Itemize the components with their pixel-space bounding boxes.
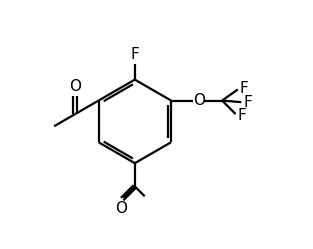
- Text: O: O: [194, 93, 206, 108]
- Text: F: F: [131, 47, 139, 62]
- Text: F: F: [244, 95, 252, 110]
- Text: O: O: [69, 79, 81, 94]
- Text: O: O: [115, 201, 127, 216]
- Text: F: F: [240, 81, 249, 96]
- Text: F: F: [238, 108, 246, 123]
